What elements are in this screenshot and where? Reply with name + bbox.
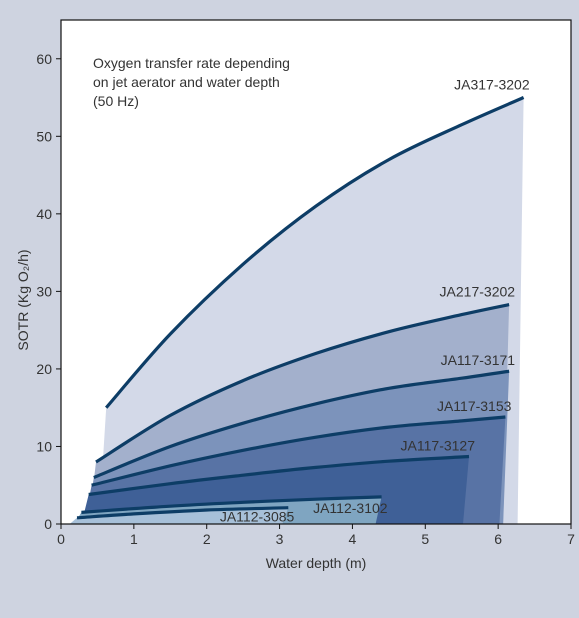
x-tick-label: 5 — [421, 531, 429, 547]
line-ja117-3153 — [91, 415, 506, 487]
x-tick-label: 3 — [276, 531, 284, 547]
chart-title-line-1: Oxygen transfer rate depending — [93, 55, 290, 71]
line-ja112-3085 — [76, 506, 289, 520]
x-tick-label: 4 — [349, 531, 357, 547]
series-label-ja117-3171: JA117-3171 — [441, 352, 516, 368]
line-ja317-3202 — [104, 96, 525, 409]
x-tick-label: 7 — [567, 531, 575, 547]
series-label-ja217-3202: JA217-3202 — [440, 284, 516, 300]
line-ja117-3127 — [88, 454, 470, 497]
y-tick-label: 50 — [36, 128, 52, 144]
x-tick-label: 0 — [57, 531, 65, 547]
y-tick-label: 20 — [36, 361, 52, 377]
line-ja217-3202 — [95, 303, 510, 464]
lines-layer — [76, 96, 525, 520]
x-axis-label: Water depth (m) — [266, 555, 367, 571]
area-ja112-3085 — [69, 507, 289, 524]
axes-layer: 0 1 2 3 4 5 6 7 0 10 20 30 40 50 60 — [36, 51, 575, 547]
series-label-ja117-3127: JA117-3127 — [401, 438, 476, 454]
chart-title-line-3: (50 Hz) — [93, 93, 139, 109]
y-axis-label: SOTR (Kg O₂/h) — [15, 249, 31, 350]
series-label-ja112-3085: JA112-3085 — [220, 509, 295, 525]
x-tick-label: 2 — [203, 531, 211, 547]
series-labels: JA317-3202 JA217-3202 JA117-3171 JA117-3153… — [220, 77, 530, 525]
x-tick-label: 1 — [130, 531, 138, 547]
line-ja112-3102 — [81, 495, 382, 514]
plot-frame — [60, 19, 572, 525]
y-tick-label: 0 — [44, 516, 52, 532]
series-label-ja112-3102: JA112-3102 — [313, 500, 388, 516]
chart-title-line-2: on jet aerator and water depth — [93, 74, 280, 90]
y-tick-label: 40 — [36, 206, 52, 222]
y-tick-label: 30 — [36, 283, 52, 299]
line-ja117-3171 — [93, 369, 510, 479]
series-label-ja117-3153: JA117-3153 — [437, 398, 512, 414]
y-tick-label: 10 — [36, 438, 52, 454]
x-tick-label: 6 — [494, 531, 502, 547]
areas-layer — [69, 97, 524, 524]
y-tick-label: 60 — [36, 51, 52, 67]
series-label-ja317-3202: JA317-3202 — [454, 77, 530, 93]
